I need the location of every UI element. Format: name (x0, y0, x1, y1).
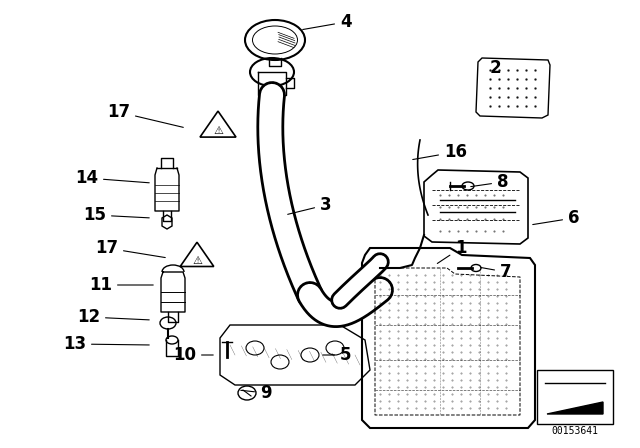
Text: 13: 13 (63, 335, 149, 353)
Text: 10: 10 (173, 346, 213, 364)
Text: 15: 15 (83, 206, 149, 224)
Text: 2: 2 (490, 59, 502, 77)
Text: 14: 14 (75, 169, 149, 187)
Bar (537, 370, 613, 424)
Text: 7: 7 (481, 263, 511, 281)
Text: 12: 12 (77, 308, 149, 326)
Text: 11: 11 (89, 276, 153, 294)
Text: 17: 17 (107, 103, 183, 127)
Text: 9: 9 (241, 384, 271, 402)
Text: ⚠: ⚠ (213, 126, 223, 136)
Text: 4: 4 (303, 13, 351, 31)
Text: 16: 16 (413, 143, 467, 161)
Text: 8: 8 (471, 173, 509, 191)
Text: 17: 17 (95, 239, 165, 258)
Text: 1: 1 (437, 239, 467, 263)
Polygon shape (547, 402, 603, 414)
Text: 00153641: 00153641 (552, 426, 598, 436)
Text: 5: 5 (323, 346, 351, 364)
Text: 3: 3 (288, 196, 332, 214)
Text: 6: 6 (532, 209, 579, 227)
Text: ⚠: ⚠ (192, 256, 202, 266)
